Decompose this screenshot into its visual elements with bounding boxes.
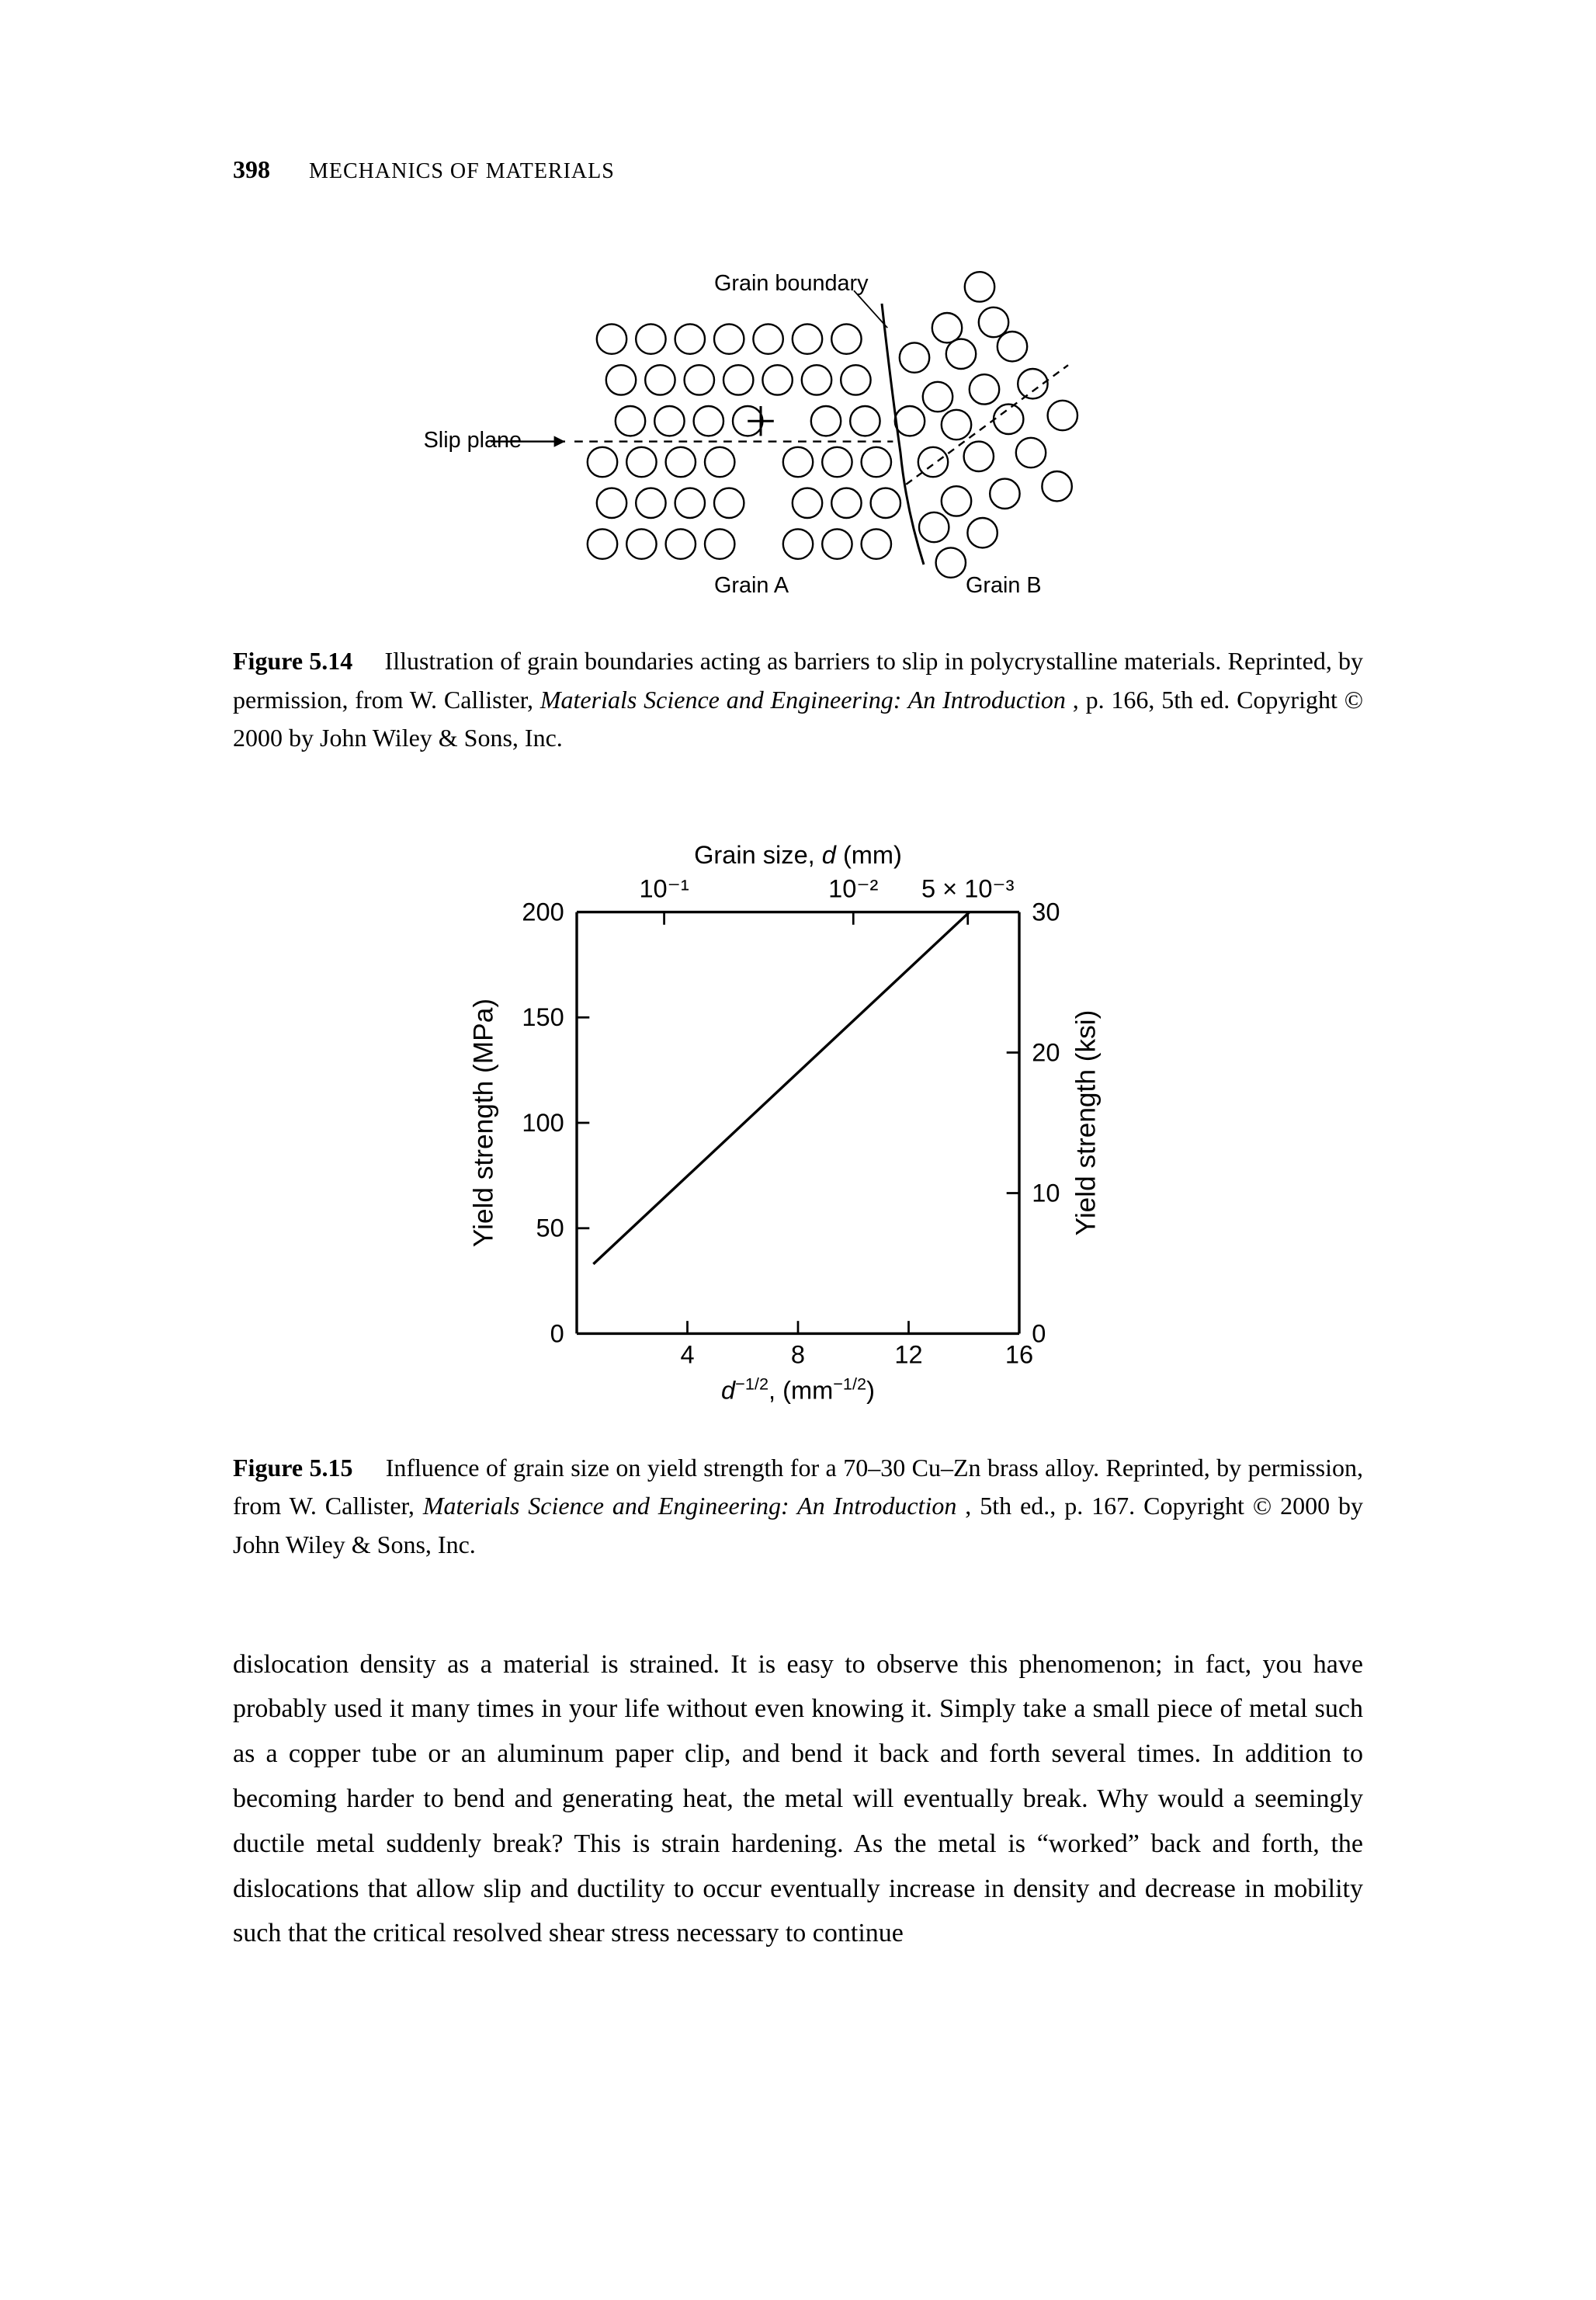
grain-boundary-diagram: Slip plane Grain boundary Grain A Grain B: [332, 238, 1264, 611]
svg-text:0: 0: [550, 1319, 564, 1347]
figure-label: Figure 5.14: [233, 647, 352, 675]
svg-text:8: 8: [791, 1340, 805, 1368]
figure-5-15-caption: Figure 5.15 Influence of grain size on y…: [233, 1449, 1363, 1565]
svg-text:10⁻²: 10⁻²: [828, 874, 878, 902]
svg-text:Grain A: Grain A: [714, 573, 789, 598]
figure-5-14-caption: Figure 5.14 Illustration of grain bounda…: [233, 642, 1363, 758]
svg-text:Grain size, d (mm): Grain size, d (mm): [694, 841, 902, 869]
svg-text:150: 150: [522, 1003, 564, 1031]
svg-text:20: 20: [1032, 1038, 1060, 1066]
svg-text:Slip plane: Slip plane: [424, 428, 522, 453]
body-paragraph: dislocation density as a material is str…: [233, 1642, 1363, 1957]
svg-text:10⁻¹: 10⁻¹: [639, 874, 689, 902]
svg-text:16: 16: [1005, 1340, 1033, 1368]
yield-strength-chart: 481216050100150200010203010⁻¹10⁻²5 × 10⁻…: [410, 828, 1186, 1418]
svg-text:30: 30: [1032, 898, 1060, 926]
figure-5-14: Slip plane Grain boundary Grain A Grain B: [233, 238, 1363, 611]
svg-text:200: 200: [522, 898, 564, 926]
svg-text:Yield strength (MPa): Yield strength (MPa): [468, 999, 498, 1247]
svg-text:d−1/2, (mm−1/2): d−1/2, (mm−1/2): [721, 1374, 875, 1404]
svg-text:50: 50: [536, 1214, 564, 1242]
svg-text:10: 10: [1032, 1179, 1060, 1207]
svg-text:5 × 10⁻³: 5 × 10⁻³: [921, 874, 1015, 902]
page-number: 398: [233, 155, 270, 184]
svg-text:100: 100: [522, 1109, 564, 1137]
svg-text:Grain B: Grain B: [966, 573, 1042, 598]
caption-italic: Materials Science and Engineering: An In…: [540, 686, 1066, 714]
page-header: 398 MECHANICS OF MATERIALS: [233, 155, 1363, 184]
svg-text:4: 4: [680, 1340, 694, 1368]
svg-text:Yield strength (ksi): Yield strength (ksi): [1071, 1009, 1102, 1235]
svg-text:12: 12: [894, 1340, 922, 1368]
svg-text:Grain boundary: Grain boundary: [714, 271, 869, 296]
figure-5-15: 481216050100150200010203010⁻¹10⁻²5 × 10⁻…: [233, 828, 1363, 1418]
caption-italic: Materials Science and Engineering: An In…: [423, 1492, 956, 1520]
book-title: MECHANICS OF MATERIALS: [309, 159, 615, 184]
figure-label: Figure 5.15: [233, 1454, 353, 1482]
svg-text:0: 0: [1032, 1319, 1046, 1347]
